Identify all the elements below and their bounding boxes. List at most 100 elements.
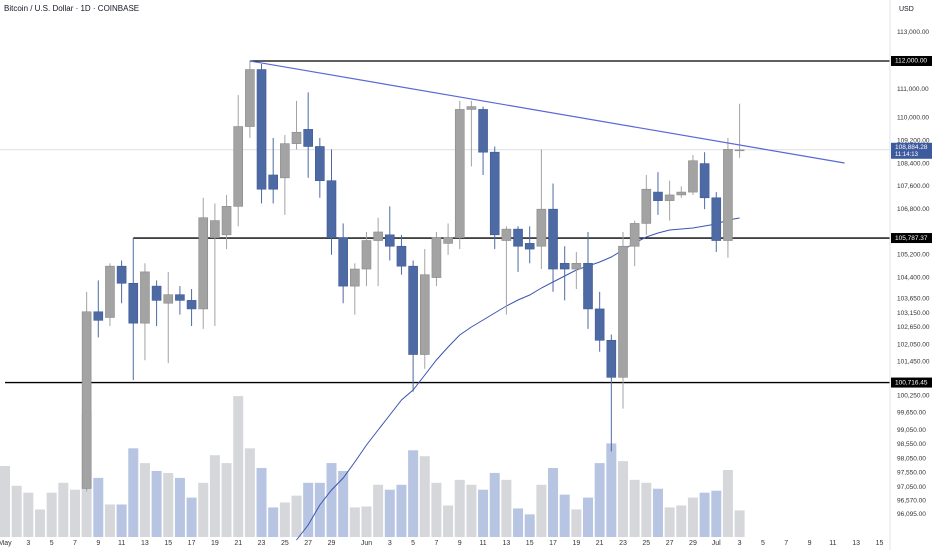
last-price-box (891, 142, 932, 159)
x-tick-label: 27 (666, 540, 674, 547)
candle-body (233, 126, 244, 207)
candle-body (431, 237, 442, 278)
y-tick-label: 102,050.00 (897, 341, 930, 348)
volume-bar (69, 489, 80, 537)
countdown-label: 11:14:13 (895, 152, 919, 158)
candle-body (443, 237, 453, 244)
candle-body (408, 265, 418, 355)
chart-title: Bitcoin / U.S. Dollar · 1D · COINBASE (4, 4, 139, 13)
candle-body (396, 245, 407, 267)
x-tick-label: 5 (411, 540, 415, 547)
x-tick-label: 23 (258, 540, 266, 547)
y-tick-label: 110,000.00 (897, 115, 929, 122)
volume-bar (244, 448, 255, 537)
volume-bar (396, 484, 407, 537)
currency-label: USD (899, 6, 914, 13)
candle-body (93, 311, 104, 321)
volume-bar (711, 490, 722, 537)
trend-line (249, 60, 845, 164)
volume-bar (384, 489, 395, 537)
x-tick-label: 29 (328, 540, 336, 547)
x-tick-label: 15 (164, 540, 172, 547)
candle-body (548, 208, 558, 270)
candle-body (594, 308, 605, 341)
candle-body (653, 191, 663, 201)
volume-bar (128, 448, 139, 537)
x-tick-label: 25 (281, 540, 289, 547)
volume-bar (501, 479, 512, 537)
volume-bar (116, 504, 127, 537)
x-tick-label: 15 (876, 540, 884, 547)
y-tick-label: 96,570.00 (897, 497, 926, 504)
candle-body (513, 228, 523, 247)
y-tick-label: 101,450.00 (897, 358, 930, 365)
volume-bar (722, 469, 733, 537)
volume-bar (34, 509, 45, 537)
y-tick-label: 97,550.00 (897, 470, 926, 477)
volume-bar (699, 492, 710, 537)
candle-body (303, 129, 313, 147)
x-tick-label: 9 (458, 540, 462, 547)
candle-body (315, 146, 325, 181)
volume-bar (583, 497, 594, 537)
y-tick-label: 108,400.00 (897, 160, 930, 167)
volume-bar (431, 482, 442, 537)
y-tick-label: 105,200.00 (897, 251, 930, 258)
x-tick-label: 19 (572, 540, 580, 547)
candle-body (151, 285, 162, 301)
x-tick-label: 21 (596, 540, 604, 547)
candle-body (291, 131, 302, 144)
volume-bar (104, 504, 115, 537)
candle-body (583, 263, 593, 310)
candle-body (536, 208, 547, 247)
volume-bar (338, 470, 349, 537)
price-axis (890, 0, 932, 550)
volume-bar (478, 489, 489, 537)
volume-bar (652, 488, 663, 537)
volume-bar (419, 456, 430, 537)
y-tick-label: 106,800.00 (897, 206, 930, 213)
x-tick-label: 11 (829, 540, 836, 547)
volume-bar (454, 479, 465, 537)
volume-bar (489, 472, 500, 537)
candle-body (699, 163, 710, 199)
candle-body (105, 265, 115, 318)
candle-body (361, 240, 372, 270)
x-tick-label: 19 (211, 540, 219, 547)
candle-body (350, 268, 360, 287)
candle-body (116, 265, 127, 284)
candle-body (618, 245, 628, 378)
candle-body (489, 151, 500, 236)
y-tick-label: 107,600.00 (897, 183, 930, 190)
x-tick-label: 3 (388, 540, 392, 547)
candle-body (478, 109, 488, 153)
y-tick-label: 102,650.00 (897, 324, 930, 331)
volume-bar (233, 396, 244, 537)
volume-bar (606, 443, 617, 537)
candle-body (734, 149, 745, 152)
volume-bar (617, 461, 628, 537)
x-tick-label: 5 (50, 540, 54, 547)
level-box (891, 377, 932, 388)
volume-bar (349, 507, 360, 537)
x-tick-label: 7 (784, 540, 788, 547)
candle-body (256, 69, 267, 190)
x-tick-label: 27 (304, 540, 312, 547)
level-box (891, 233, 932, 244)
volume-bar (186, 497, 197, 537)
x-tick-label: 13 (852, 540, 860, 547)
candle-body (629, 223, 640, 247)
volume-bar (209, 455, 220, 537)
volume-bar (279, 502, 290, 537)
candle-body (210, 220, 220, 238)
volume-bar (373, 484, 384, 537)
volume-bar (734, 510, 745, 537)
volume-bar (443, 505, 454, 537)
volume-bar (23, 492, 34, 537)
candle-body (664, 194, 675, 201)
volume-bar (687, 497, 698, 537)
x-tick-label: 25 (642, 540, 650, 547)
candle-body (128, 282, 139, 324)
volume-bar (268, 507, 279, 537)
